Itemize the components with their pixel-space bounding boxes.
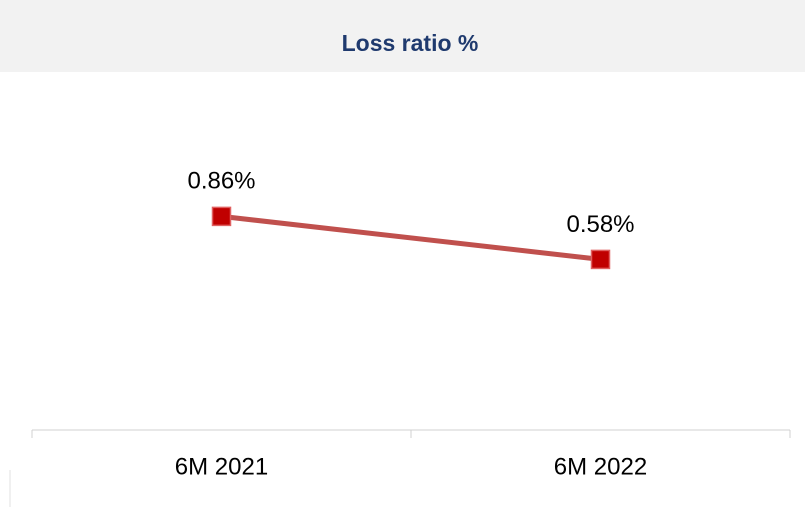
marker (211, 206, 232, 227)
series-line (221, 213, 601, 262)
x-tick-label: 6M 2022 (554, 453, 647, 480)
chart-title: Loss ratio % (342, 30, 479, 56)
x-tick-label: 6M 2021 (175, 453, 268, 480)
title-band (0, 0, 805, 72)
data-label: 0.86% (187, 168, 255, 195)
marker (590, 249, 611, 270)
data-label: 0.58% (566, 211, 634, 238)
